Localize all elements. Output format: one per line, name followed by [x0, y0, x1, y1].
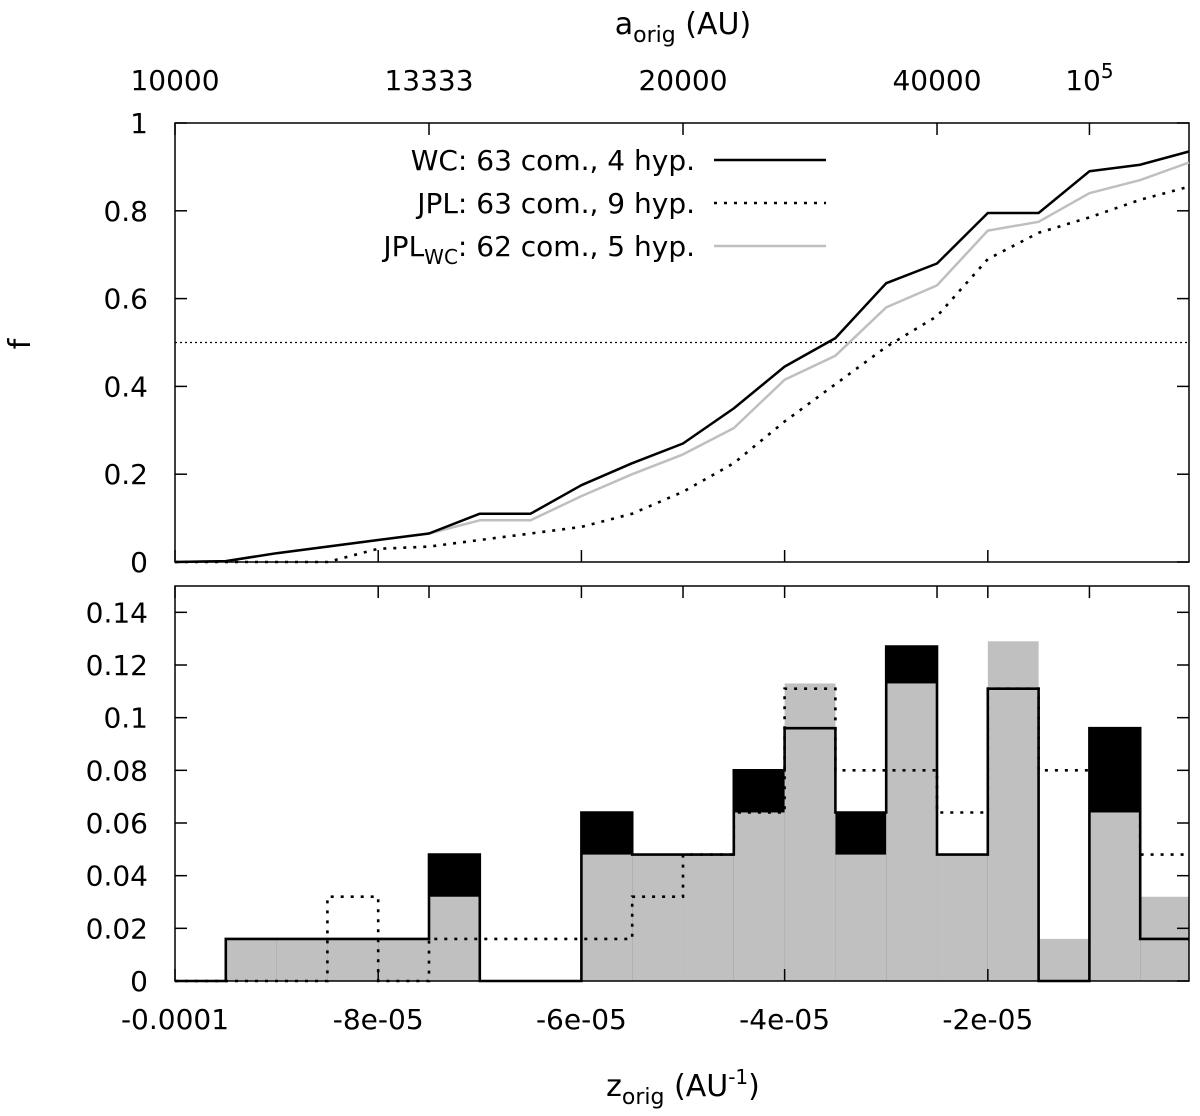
y-tick-label: 0.6: [103, 283, 148, 316]
bar-jplwc: [632, 854, 684, 981]
top-axis-tick-label: 40000: [892, 64, 981, 97]
y-tick-label: 0.14: [86, 596, 148, 629]
bottom-x-axis-title: zorig (AU-1): [606, 1065, 760, 1110]
legend-label-jpl: JPL: 63 com., 9 hyp.: [415, 187, 695, 220]
bar-jplwc: [378, 938, 430, 981]
x-tick-label: -2e-05: [942, 1003, 1033, 1036]
y-tick-label: 0.04: [86, 860, 148, 893]
bar-jplwc: [835, 854, 887, 981]
top-panel-y-label: f: [3, 337, 38, 349]
top-axis-tick-label: 13333: [384, 64, 473, 97]
bar-jplwc: [987, 641, 1039, 981]
bar-jplwc: [1089, 812, 1141, 981]
x-tick-label: -0.0001: [121, 1003, 229, 1036]
bar-jplwc: [733, 812, 785, 981]
cumulative-distribution-panel: 0 0.2 0.4 0.6 0.8 1 WC: 63 com., 4 hyp. JPL: 63…: [103, 107, 1190, 579]
bar-jplwc: [886, 683, 938, 981]
x-tick-label: -4e-05: [739, 1003, 830, 1036]
top-axis-tick-label: 10000: [130, 64, 219, 97]
bottom-plot-frame: [174, 585, 1190, 982]
y-tick-label: 0: [130, 965, 148, 998]
bar-jplwc: [1038, 938, 1090, 981]
bar-jplwc: [784, 683, 836, 981]
y-tick-label: 0.02: [86, 912, 148, 945]
bar-jplwc: [581, 854, 633, 981]
bar-jplwc: [683, 854, 734, 981]
y-tick-label: 0.06: [86, 807, 148, 840]
y-tick-label: 0.12: [86, 649, 148, 682]
bar-jplwc: [225, 938, 277, 981]
bar-jplwc: [937, 854, 988, 981]
top-axis: 10000 13333 20000 40000 105: [130, 59, 1113, 97]
series-line-jpl: [175, 185, 1190, 564]
y-tick-label: 0.8: [103, 195, 148, 228]
y-tick-label: 0.2: [103, 458, 148, 491]
y-tick-label: 1: [130, 107, 148, 140]
y-tick-label: 0.4: [103, 370, 148, 403]
legend-label-wc: WC: 63 com., 4 hyp.: [411, 144, 695, 177]
top-axis-tick-label: 105: [1065, 59, 1113, 97]
x-tick-label: -8e-05: [333, 1003, 424, 1036]
bar-jplwc: [276, 938, 328, 981]
y-tick-label: 0.1: [103, 702, 148, 735]
top-axis-title: aorig (AU): [615, 7, 751, 48]
x-tick-label: -6e-05: [536, 1003, 627, 1036]
y-tick-label: 0.08: [86, 754, 148, 787]
histogram-step-wc: [175, 645, 1189, 983]
y-tick-label: 0: [130, 546, 148, 579]
legend-label-jplwc: JPLWC: 62 com., 5 hyp.: [381, 230, 695, 269]
series-line-jplwc: [174, 161, 1190, 564]
series-line-wc: [174, 150, 1190, 564]
histogram-panel: 0 0.02 0.04 0.06 0.08 0.1 0.12 0.14 -0.0001 -8e-0…: [86, 585, 1190, 1036]
bar-jplwc: [327, 938, 379, 981]
top-axis-tick-label: 20000: [638, 64, 727, 97]
